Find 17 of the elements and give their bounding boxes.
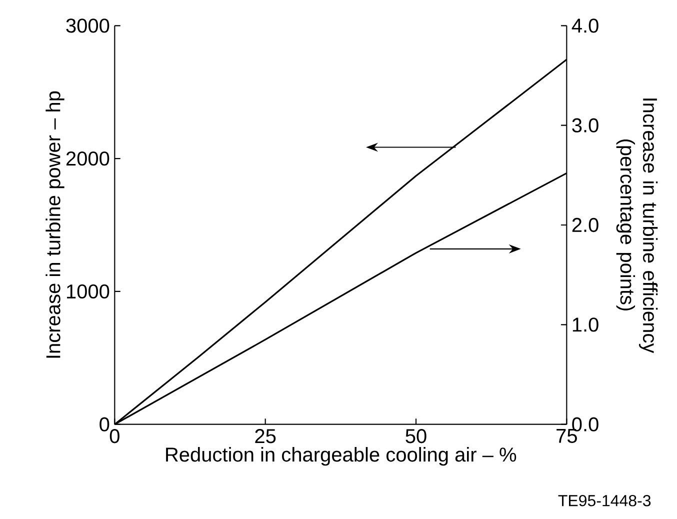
y2-tick-label: 1.0: [572, 318, 598, 332]
y2-tick-label: 3.0: [572, 118, 598, 132]
text: TE95-1448-3: [558, 494, 651, 506]
y-tick-label: 0: [100, 417, 110, 432]
x-tick-label: 0: [110, 429, 120, 444]
x-tick-label: 50: [406, 429, 426, 444]
x-axis-title: Reduction in chargeable cooling air – %: [166, 447, 516, 466]
y-tick-label: 3000: [66, 18, 110, 33]
x-tick-label: 75: [556, 429, 577, 443]
x-tick-label: 25: [255, 429, 276, 444]
y2-axis-title: Increase in turbine efficiency (percentage points): [616, 98, 658, 354]
y2-tick-label: 0.0: [572, 417, 598, 432]
y-axis-title: Increase in turbine power – hp: [46, 91, 64, 358]
y-tick-label: 1000: [66, 284, 110, 299]
y-tick-label: 2000: [66, 151, 110, 166]
y2-tick-label: 2.0: [572, 218, 598, 232]
y2-tick-label: 4.0: [572, 18, 598, 33]
